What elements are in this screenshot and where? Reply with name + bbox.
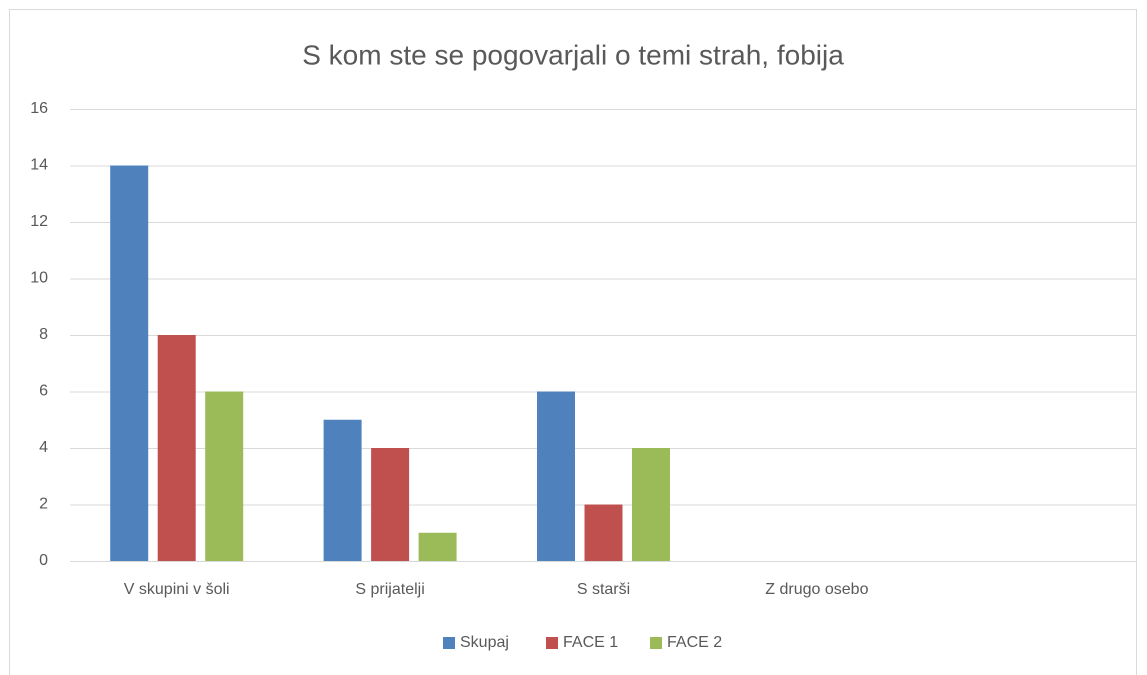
y-tick-label: 14 [30,157,48,174]
bar [418,532,457,561]
legend-label: FACE 1 [563,634,618,651]
bar [584,504,623,561]
y-tick-label: 10 [30,270,48,287]
y-tick-label: 6 [39,383,48,400]
legend-label: FACE 2 [667,634,722,651]
x-tick-label: Z drugo osebo [765,581,868,598]
legend-label: Skupaj [460,634,509,651]
bar [371,448,410,561]
x-tick-label: S starši [577,581,630,598]
bar [632,448,670,561]
chart-frame [9,9,1137,675]
bar [205,391,244,561]
chart-title: S kom ste se pogovarjali o temi strah, f… [302,39,844,70]
y-tick-label: 16 [30,100,48,117]
legend-swatch [650,637,662,649]
y-tick-label: 2 [39,496,48,513]
y-tick-label: 12 [30,213,48,230]
bar [323,419,362,561]
legend-swatch [546,637,558,649]
x-tick-label: V skupini v šoli [124,581,230,598]
bar [157,335,196,561]
y-tick-label: 0 [39,552,48,569]
y-tick-label: 8 [39,326,48,343]
legend: Skupaj FACE 1 FACE 2 [443,634,722,651]
y-tick-label: 4 [39,439,48,456]
bar [110,165,149,561]
x-tick-label: S prijatelji [355,581,424,598]
bar [537,391,575,561]
legend-swatch [443,637,455,649]
